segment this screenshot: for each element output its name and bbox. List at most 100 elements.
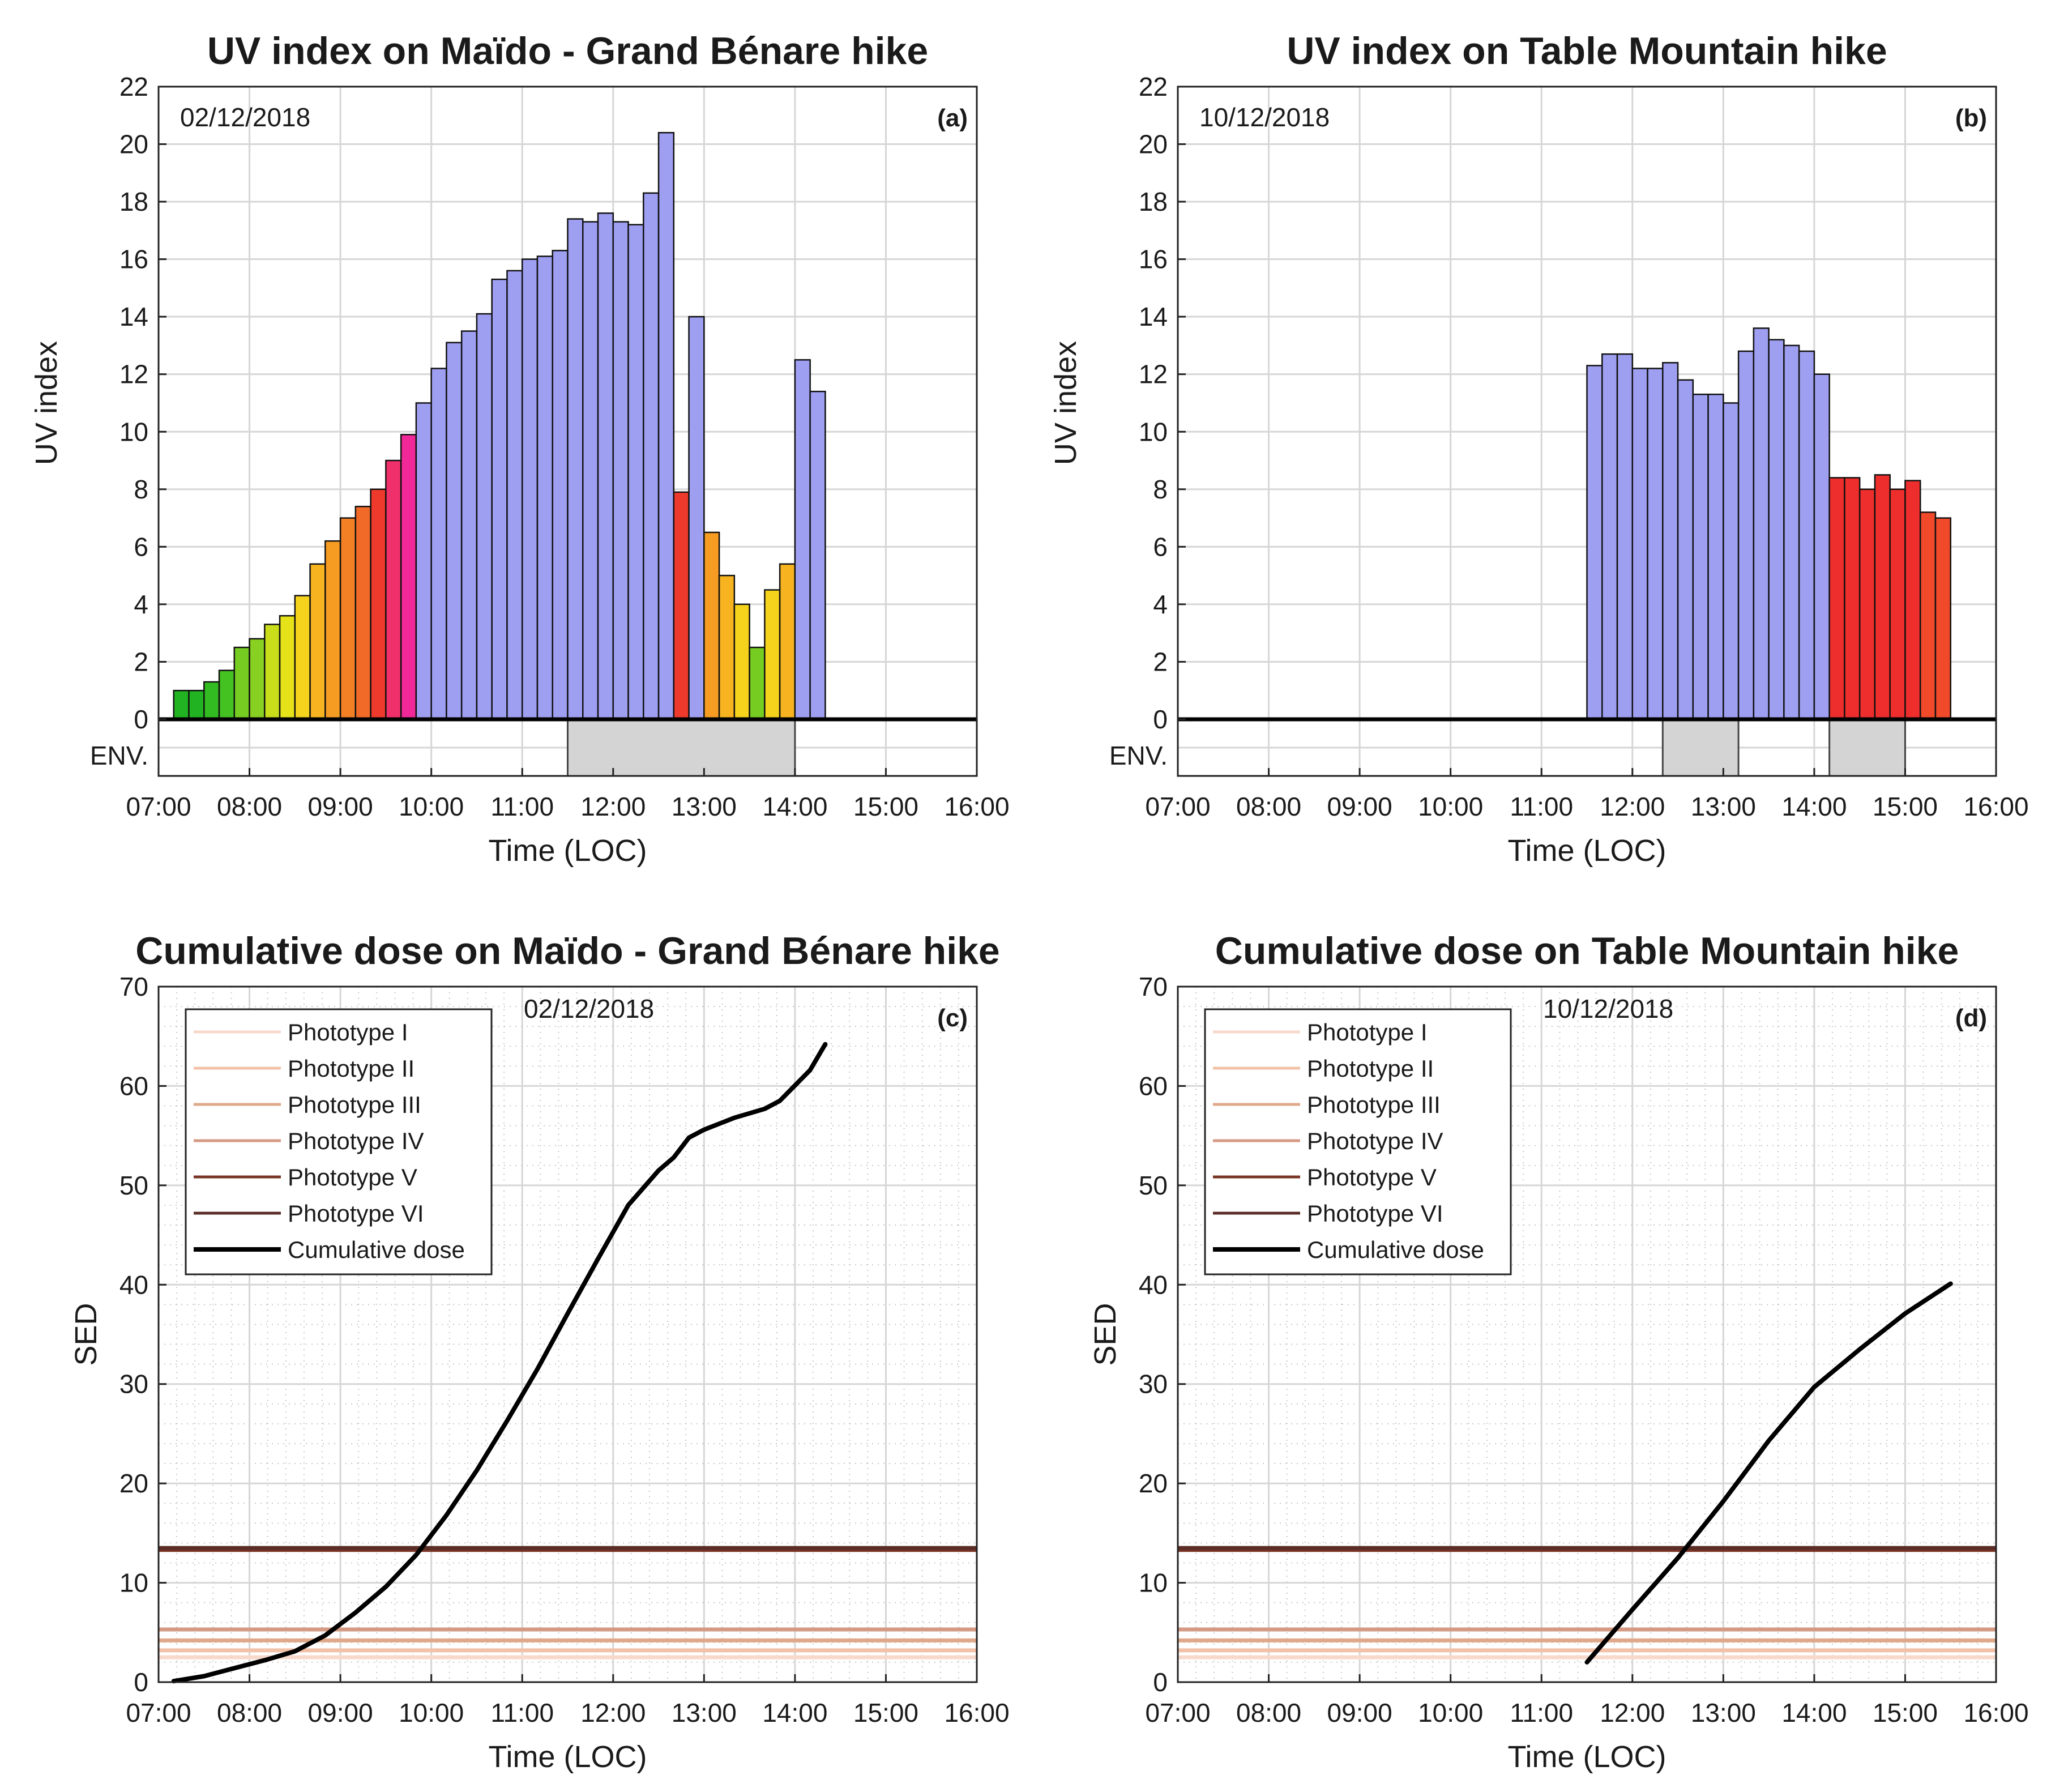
panel-label: (d)	[1955, 1004, 1987, 1032]
x-tick-label: 12:00	[580, 792, 646, 821]
y-tick-label: 20	[119, 130, 148, 159]
y-tick-label: 6	[134, 532, 148, 561]
bar	[203, 681, 220, 720]
bar	[521, 258, 539, 720]
x-tick-label: 14:00	[1781, 1698, 1847, 1727]
bar	[173, 689, 190, 720]
y-tick-label: 50	[1139, 1171, 1168, 1200]
bar	[476, 313, 493, 720]
x-tick-label: 16:00	[944, 792, 1009, 821]
bar	[1753, 327, 1770, 720]
x-tick-label: 14:00	[1781, 792, 1847, 821]
x-tick-label: 07:00	[1145, 792, 1210, 821]
bar	[1783, 344, 1800, 720]
y-axis-label: SED	[1088, 1303, 1122, 1366]
bar	[506, 270, 523, 720]
y-tick-label: 6	[1153, 532, 1168, 561]
panel-c: 07:00 08:00 09:00 10:00 11:00 12:00 13:00 14:00…	[69, 929, 1010, 1774]
y-tick-label: 22	[1139, 72, 1168, 101]
bar	[627, 224, 644, 720]
y-axis-label: UV index	[1049, 341, 1083, 465]
y-tick-label: 14	[119, 302, 148, 331]
x-tick-label: 10:00	[1418, 1698, 1483, 1727]
bar	[733, 603, 750, 720]
bar	[809, 390, 826, 720]
bar	[294, 595, 311, 720]
x-tick-label: 09:00	[1327, 792, 1392, 821]
env-period	[1661, 718, 1740, 777]
env-period	[567, 718, 796, 777]
bar	[1813, 373, 1830, 720]
bar	[1889, 488, 1906, 720]
legend-label: Phototype IV	[288, 1128, 424, 1154]
y-tick-label: 4	[1153, 590, 1168, 619]
x-tick-label: 08:00	[217, 1698, 282, 1727]
bar	[597, 212, 614, 720]
y-tick-label: 2	[1153, 647, 1168, 676]
y-axis-label: UV index	[29, 341, 63, 465]
bar	[1616, 353, 1634, 720]
x-tick-label: 07:00	[126, 1698, 191, 1727]
x-tick-label: 09:00	[308, 1698, 373, 1727]
x-tick-label: 13:00	[672, 792, 737, 821]
x-tick-label: 10:00	[1418, 792, 1483, 821]
legend-label: Phototype I	[1307, 1019, 1427, 1046]
y-tick-label: 40	[1139, 1270, 1168, 1299]
cumulative-dose-line	[171, 1042, 828, 1684]
axes-box	[157, 985, 978, 1683]
y-tick-label: 18	[119, 187, 148, 216]
x-tick-label: 08:00	[217, 792, 282, 821]
x-tick-label: 11:00	[490, 1698, 554, 1727]
panel-label: (b)	[1955, 104, 1987, 132]
y-tick-label: 14	[1139, 302, 1168, 331]
y-tick-label: 30	[1139, 1369, 1168, 1399]
env-label: ENV.	[90, 741, 148, 770]
legend-label: Phototype III	[1307, 1091, 1441, 1118]
bar	[1723, 402, 1740, 720]
legend-label: Phototype II	[288, 1055, 415, 1082]
panel-label: (a)	[937, 104, 968, 132]
bar	[1798, 350, 1815, 720]
date-label: 02/12/2018	[180, 103, 310, 132]
y-tick-label: 4	[134, 590, 148, 619]
legend-label: Phototype I	[288, 1019, 408, 1046]
legend-box	[185, 1008, 493, 1275]
bar	[430, 368, 447, 720]
bar	[1844, 477, 1861, 720]
env-period	[1828, 718, 1906, 777]
legend-label: Cumulative dose	[288, 1236, 465, 1263]
bar	[415, 402, 432, 720]
legend-label: Cumulative dose	[1307, 1236, 1484, 1263]
bar	[339, 517, 357, 720]
y-tick-label: 70	[1139, 972, 1168, 1001]
y-tick-label: 60	[119, 1071, 148, 1100]
bar	[370, 488, 387, 720]
bar	[643, 192, 660, 720]
x-tick-label: 13:00	[672, 1698, 737, 1727]
x-axis-label: Time (LOC)	[1508, 1740, 1667, 1774]
x-tick-label: 08:00	[1236, 1698, 1301, 1727]
y-tick-label: 30	[119, 1369, 148, 1399]
legend-label: Phototype IV	[1307, 1128, 1443, 1154]
y-tick-label: 0	[134, 1667, 148, 1697]
cumulative-dose-line	[1584, 1281, 1953, 1665]
bar	[1631, 368, 1648, 720]
y-tick-label: 10	[119, 1568, 148, 1598]
chart-title: UV index on Maïdo - Grand Bénare hike	[207, 29, 928, 72]
bar	[1904, 480, 1921, 720]
chart-title: Cumulative dose on Table Mountain hike	[1215, 929, 1959, 972]
legend-label: Phototype II	[1307, 1055, 1434, 1082]
x-tick-label: 12:00	[1600, 792, 1665, 821]
y-tick-label: 12	[1139, 360, 1168, 389]
y-tick-label: 2	[134, 647, 148, 676]
bar	[1934, 517, 1951, 720]
bar	[249, 638, 266, 720]
bar	[279, 615, 296, 720]
x-tick-label: 15:00	[1873, 792, 1938, 821]
legend: Phototype I Phototype II Phototype III Phot…	[185, 1008, 493, 1275]
legend: Phototype I Phototype II Phototype III Phot…	[1204, 1008, 1512, 1275]
bar	[1601, 353, 1618, 720]
x-tick-label: 09:00	[308, 792, 373, 821]
x-tick-label: 15:00	[853, 1698, 918, 1727]
